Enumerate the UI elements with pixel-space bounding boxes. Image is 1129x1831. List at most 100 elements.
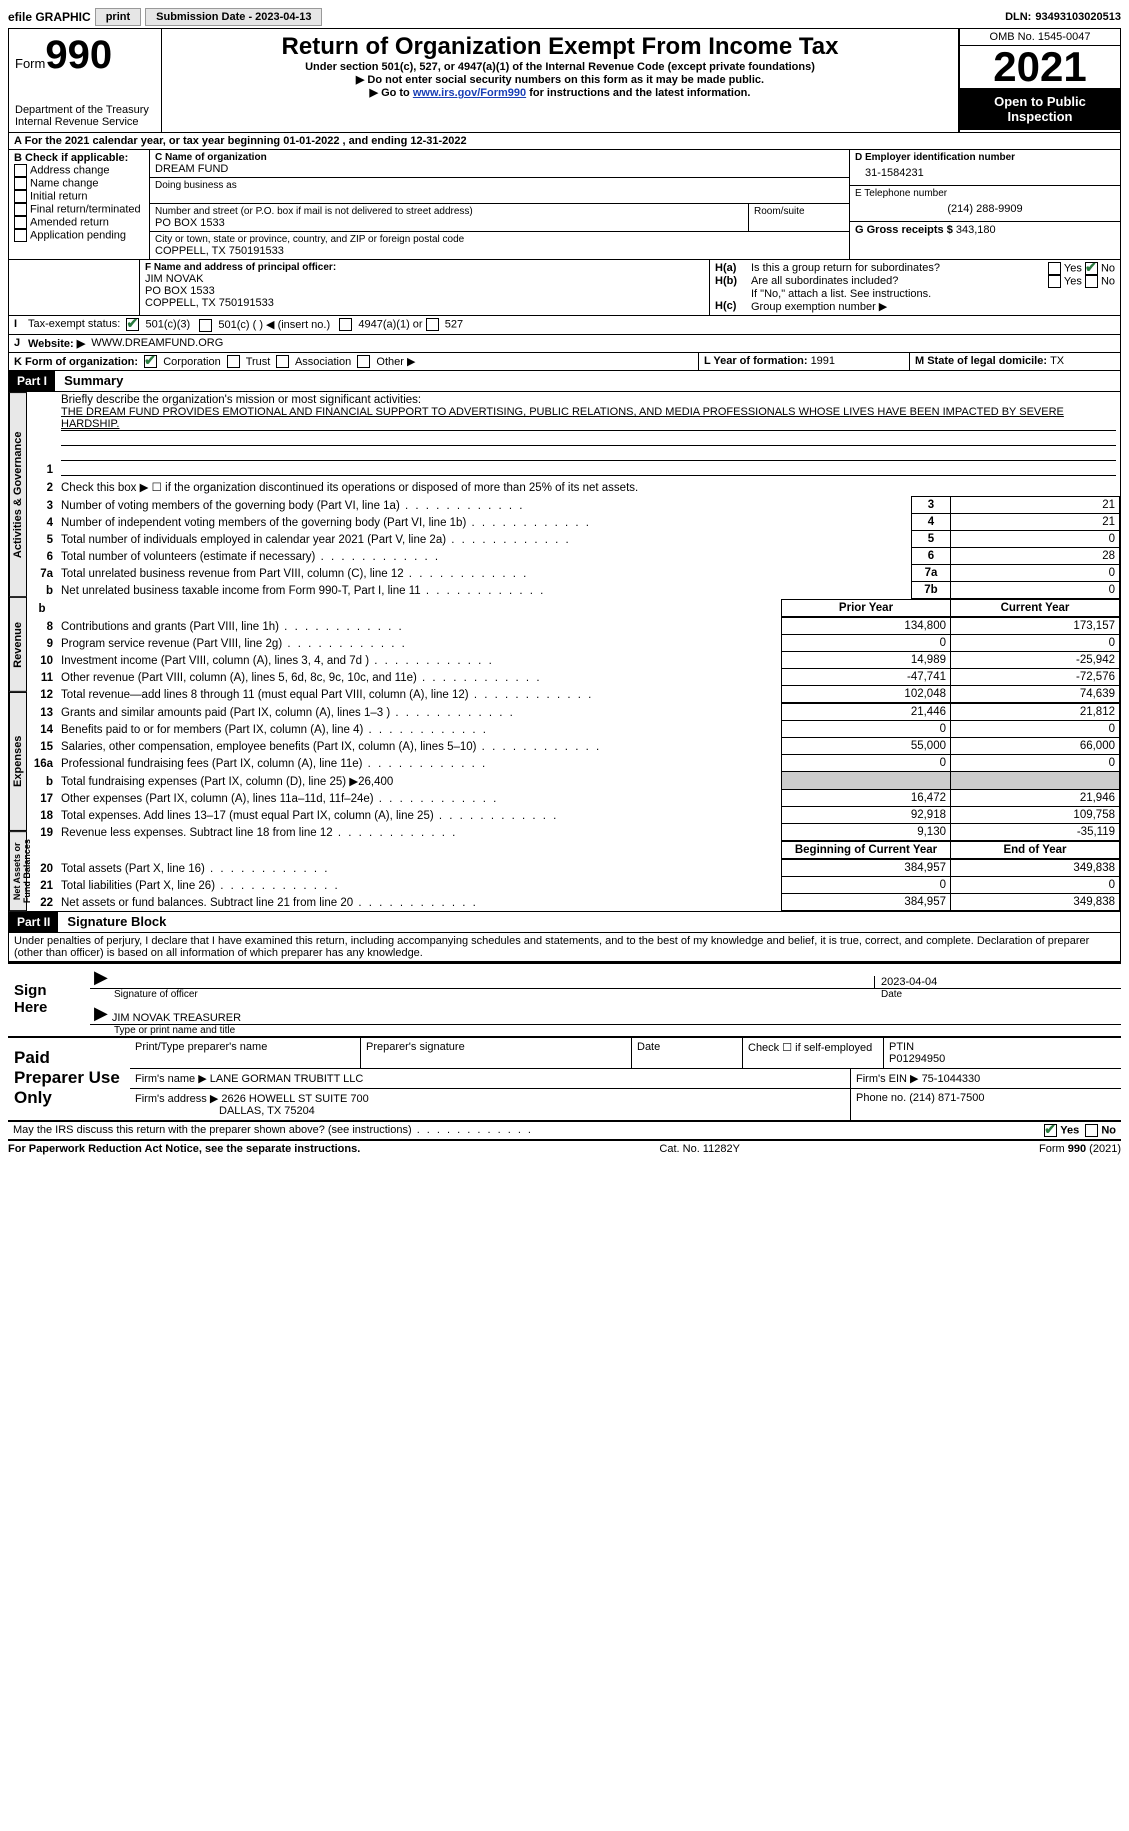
hb-no[interactable]: No: [1085, 275, 1115, 288]
gross-label: G Gross receipts $: [855, 224, 956, 236]
line-12: 12Total revenue—add lines 8 through 11 (…: [27, 686, 1120, 703]
cb-4947[interactable]: 4947(a)(1) or: [339, 318, 422, 332]
dept-label: Department of the Treasury: [15, 104, 155, 116]
city-label: City or town, state or province, country…: [155, 234, 844, 245]
preparer-block: Paid Preparer Use Only Print/Type prepar…: [8, 1036, 1121, 1122]
footer: For Paperwork Reduction Act Notice, see …: [8, 1141, 1121, 1155]
tab-expenses: Expenses: [9, 692, 27, 831]
dln-value: 93493103020513: [1035, 11, 1121, 23]
gov-line-3: 3Number of voting members of the governi…: [27, 497, 1120, 514]
discuss-no[interactable]: No: [1085, 1124, 1116, 1137]
cb-other[interactable]: Other ▶: [357, 356, 415, 368]
line-11: 11Other revenue (Part VIII, column (A), …: [27, 669, 1120, 686]
phone-value: (214) 288-9909: [855, 199, 1115, 219]
officer-label: F Name and address of principal officer:: [145, 262, 704, 273]
ein-value: 31-1584231: [855, 163, 1115, 183]
line2-text: Check this box ▶ ☐ if the organization d…: [57, 478, 1120, 496]
ssn-note: ▶ Do not enter social security numbers o…: [168, 73, 952, 86]
col-current: Current Year: [951, 600, 1120, 617]
line-20: 20Total assets (Part X, line 16)384,9573…: [27, 860, 1120, 877]
cat-no: Cat. No. 11282Y: [659, 1143, 740, 1155]
ha-no[interactable]: No: [1085, 262, 1115, 275]
entity-block: B Check if applicable: Address change Na…: [8, 150, 1121, 260]
officer-block: F Name and address of principal officer:…: [8, 260, 1121, 316]
sign-block: Sign Here ▶ 2023-04-04 Signature of offi…: [8, 962, 1121, 1036]
paperwork-notice: For Paperwork Reduction Act Notice, see …: [8, 1143, 360, 1155]
phone-label: E Telephone number: [855, 188, 1115, 199]
cb-initial-return[interactable]: Initial return: [14, 190, 144, 203]
ha-text: Is this a group return for subordinates?: [751, 262, 1048, 275]
website-value: WWW.DREAMFUND.ORG: [91, 337, 223, 350]
street-label: Number and street (or P.O. box if mail i…: [155, 206, 743, 217]
tab-activities: Activities & Governance: [9, 392, 27, 597]
line-22: 22Net assets or fund balances. Subtract …: [27, 894, 1120, 911]
preparer-label: Paid Preparer Use Only: [8, 1038, 130, 1120]
dba-label: Doing business as: [155, 180, 844, 191]
sign-here-label: Sign Here: [8, 964, 90, 1036]
section-b-label: B Check if applicable:: [14, 152, 144, 164]
sig-date: 2023-04-04: [874, 976, 1121, 988]
part1-body: Activities & Governance Revenue Expenses…: [8, 392, 1121, 912]
hb-text: Are all subordinates included?: [751, 275, 1048, 288]
officer-street: PO BOX 1533: [145, 285, 704, 297]
discuss-yes[interactable]: Yes: [1044, 1124, 1079, 1137]
line-14: 14Benefits paid to or for members (Part …: [27, 721, 1120, 738]
org-name-label: C Name of organization: [155, 152, 844, 163]
efile-label: efile GRAPHIC: [8, 10, 91, 24]
cb-application-pending[interactable]: Application pending: [14, 229, 144, 242]
col-end: End of Year: [951, 842, 1120, 859]
cb-amended-return[interactable]: Amended return: [14, 216, 144, 229]
cb-527[interactable]: 527: [426, 318, 463, 332]
print-button[interactable]: print: [95, 8, 141, 26]
cb-address-change[interactable]: Address change: [14, 164, 144, 177]
part1-title: Summary: [58, 373, 123, 388]
tab-revenue: Revenue: [9, 597, 27, 692]
cb-corp[interactable]: Corporation: [144, 356, 221, 368]
tab-netassets: Net Assets or Fund Balances: [9, 831, 27, 911]
tax-status-row: I Tax-exempt status: 501(c)(3) 501(c) ( …: [8, 316, 1121, 335]
form-number: Form990: [15, 33, 155, 78]
gov-line-6: 6Total number of volunteers (estimate if…: [27, 548, 1120, 565]
cb-final-return[interactable]: Final return/terminated: [14, 203, 144, 216]
line-21: 21Total liabilities (Part X, line 26)00: [27, 877, 1120, 894]
cb-501c[interactable]: 501(c) ( ) ◀ (insert no.): [199, 318, 330, 332]
mission-text: THE DREAM FUND PROVIDES EMOTIONAL AND FI…: [61, 406, 1116, 431]
cb-trust[interactable]: Trust: [227, 356, 271, 368]
form-subtitle: Under section 501(c), 527, or 4947(a)(1)…: [168, 61, 952, 73]
irs-link[interactable]: www.irs.gov/Form990: [413, 87, 526, 99]
hb-note: If "No," attach a list. See instructions…: [715, 288, 1115, 300]
line-18: 18Total expenses. Add lines 13–17 (must …: [27, 807, 1120, 824]
penalty-text: Under penalties of perjury, I declare th…: [8, 933, 1121, 962]
dln-label: DLN:: [1005, 11, 1031, 23]
col-prior: Prior Year: [782, 600, 951, 617]
period-line: A For the 2021 calendar year, or tax yea…: [8, 133, 1121, 150]
website-row: J Website: ▶ WWW.DREAMFUND.ORG: [8, 335, 1121, 353]
cb-assoc[interactable]: Association: [276, 356, 351, 368]
gov-line-7a: 7aTotal unrelated business revenue from …: [27, 565, 1120, 582]
cb-name-change[interactable]: Name change: [14, 177, 144, 190]
ha-yes[interactable]: Yes: [1048, 262, 1082, 275]
officer-name: JIM NOVAK: [145, 273, 704, 285]
form-title: Return of Organization Exempt From Incom…: [168, 33, 952, 61]
line-19: 19Revenue less expenses. Subtract line 1…: [27, 824, 1120, 841]
city-value: COPPELL, TX 750191533: [155, 245, 844, 257]
gov-line-5: 5Total number of individuals employed in…: [27, 531, 1120, 548]
ein-label: D Employer identification number: [855, 152, 1115, 163]
submission-date-button[interactable]: Submission Date - 2023-04-13: [145, 8, 322, 26]
hb-yes[interactable]: Yes: [1048, 275, 1082, 288]
cb-501c3[interactable]: 501(c)(3): [126, 318, 190, 332]
line-17: 17Other expenses (Part IX, column (A), l…: [27, 790, 1120, 807]
part2-badge: Part II: [9, 912, 58, 932]
line-9: 9Program service revenue (Part VIII, lin…: [27, 635, 1120, 652]
self-employed-check[interactable]: Check ☐ if self-employed: [743, 1038, 884, 1068]
line-15: 15Salaries, other compensation, employee…: [27, 738, 1120, 755]
part1-badge: Part I: [9, 371, 55, 391]
officer-printed: JIM NOVAK TREASURER: [112, 1012, 241, 1024]
discuss-row: May the IRS discuss this return with the…: [8, 1122, 1121, 1141]
irs-label: Internal Revenue Service: [15, 116, 155, 128]
goto-note: ▶ Go to www.irs.gov/Form990 for instruct…: [168, 86, 952, 99]
col-begin: Beginning of Current Year: [782, 842, 951, 859]
part2-title: Signature Block: [61, 914, 166, 929]
tax-year: 2021: [960, 46, 1120, 88]
part2-header-row: Part II Signature Block: [8, 912, 1121, 933]
